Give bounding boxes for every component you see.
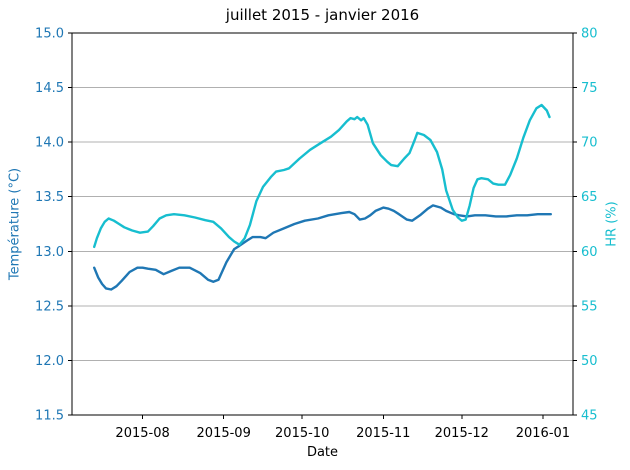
- plot-border: [71, 32, 574, 416]
- chart-title: juillet 2015 - janvier 2016: [225, 6, 420, 24]
- y-tick-label-left: 15.0: [35, 27, 64, 42]
- humidity-line: [92, 103, 551, 249]
- x-tick-label: 2015-08: [115, 426, 169, 441]
- y-tick-label-right: 70: [581, 136, 598, 151]
- y-tick-label-left: 13.0: [35, 245, 64, 260]
- x-tick-label: 2015-10: [275, 426, 329, 441]
- x-tick-label: 2016-01: [516, 426, 570, 441]
- y-tick-label-left: 14.5: [35, 81, 64, 96]
- y-tick-label-left: 13.5: [35, 190, 64, 205]
- y-tick-label-right: 75: [581, 81, 598, 96]
- y-tick-label-left: 12.5: [35, 299, 64, 314]
- y-tick-label-left: 14.0: [35, 136, 64, 151]
- y-axis-label-right: HR (%): [604, 201, 620, 247]
- y-tick-label-right: 80: [581, 27, 598, 42]
- y-tick-label-right: 65: [581, 190, 598, 205]
- y-tick-label-left: 12.0: [35, 354, 64, 369]
- x-tick-label: 2015-12: [435, 426, 489, 441]
- y-tick-label-right: 45: [581, 409, 598, 424]
- y-axis-label-left: Température (°C): [7, 167, 23, 281]
- y-tick-label-right: 55: [581, 299, 598, 314]
- x-tick-label: 2015-11: [356, 426, 410, 441]
- x-axis-label: Date: [306, 445, 339, 460]
- x-tick-label: 2015-09: [197, 426, 251, 441]
- y-tick-label-right: 60: [581, 245, 598, 260]
- y-tick-label-right: 50: [581, 354, 598, 369]
- y-tick-label-left: 11.5: [35, 409, 64, 424]
